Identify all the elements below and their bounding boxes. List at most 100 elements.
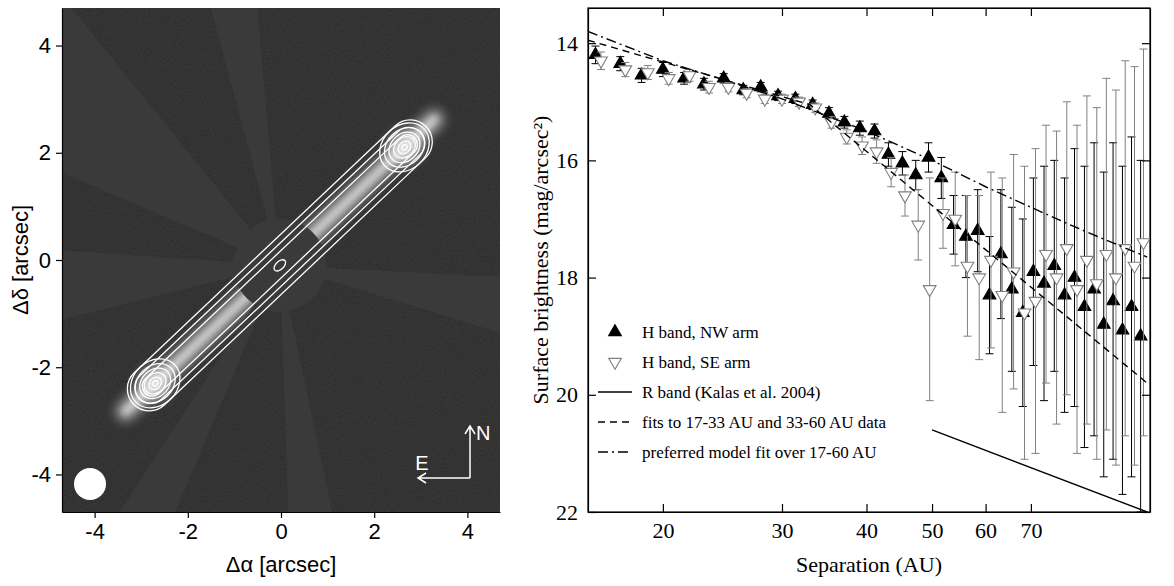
contour bbox=[272, 258, 288, 273]
marker bbox=[923, 286, 936, 297]
tick-label: 0 bbox=[39, 248, 51, 273]
legend-label: H band, NW arm bbox=[642, 323, 759, 342]
tick bbox=[1142, 43, 1150, 44]
marker bbox=[868, 124, 881, 135]
plot-area bbox=[588, 31, 1150, 512]
marker bbox=[722, 83, 735, 94]
tick-mark bbox=[56, 45, 62, 46]
contour-peak bbox=[383, 126, 426, 169]
marker bbox=[703, 83, 716, 94]
marker bbox=[1081, 256, 1094, 267]
compass-label: N bbox=[476, 422, 490, 444]
tick bbox=[986, 8, 987, 16]
tick-label: 50 bbox=[922, 518, 944, 543]
tick-mark bbox=[588, 512, 596, 513]
contour-peak bbox=[151, 379, 159, 387]
tick-mark bbox=[1142, 277, 1150, 278]
tick-mark bbox=[782, 8, 783, 16]
tick bbox=[1142, 512, 1150, 513]
marker bbox=[1137, 239, 1150, 250]
marker bbox=[683, 72, 696, 83]
tick bbox=[1142, 395, 1150, 396]
marker bbox=[754, 80, 767, 91]
legend-entry: H band, NW arm bbox=[609, 323, 759, 342]
marker bbox=[1050, 274, 1063, 285]
tick-mark bbox=[932, 8, 933, 16]
legend-marker bbox=[609, 325, 622, 336]
tick: -4 bbox=[85, 512, 105, 544]
marker bbox=[758, 95, 771, 106]
contour-peak bbox=[140, 368, 170, 398]
legend-label: fits to 17-33 AU and 33-60 AU data bbox=[642, 413, 887, 432]
series bbox=[595, 49, 1150, 465]
tick: 60 bbox=[975, 504, 997, 543]
tick: -4 bbox=[31, 462, 62, 487]
axis: 203040506070 bbox=[589, 504, 1151, 543]
tick: 50 bbox=[922, 504, 944, 543]
axis: -4-2024 bbox=[63, 512, 501, 544]
tick-label: -4 bbox=[85, 519, 105, 544]
tick: 2 bbox=[39, 140, 62, 165]
axis: 1416182022 bbox=[556, 9, 596, 525]
mask-spoke bbox=[62, 265, 280, 512]
legend-label: R band (Kalas et al. 2004) bbox=[642, 383, 820, 402]
tick-mark bbox=[56, 474, 62, 475]
tick-mark bbox=[56, 153, 62, 154]
marker bbox=[1060, 245, 1073, 256]
tick-mark bbox=[56, 260, 62, 261]
contour bbox=[128, 121, 431, 410]
contour-peak bbox=[401, 144, 409, 152]
tick: 40 bbox=[856, 504, 878, 543]
marker bbox=[983, 288, 996, 299]
contour bbox=[138, 131, 421, 401]
marker bbox=[1027, 264, 1040, 275]
tick-mark bbox=[663, 504, 664, 512]
tick bbox=[1142, 160, 1150, 161]
x-axis-title: Δα [arcsec] bbox=[226, 552, 337, 577]
marker bbox=[1100, 250, 1113, 261]
tick-mark bbox=[986, 504, 987, 512]
tick-mark bbox=[1142, 395, 1150, 396]
marker bbox=[657, 62, 670, 73]
tick-label: 40 bbox=[856, 518, 878, 543]
marker bbox=[896, 156, 909, 167]
tick-mark bbox=[188, 512, 189, 518]
tick-label: 70 bbox=[1020, 518, 1042, 543]
image bbox=[62, 8, 500, 512]
marker bbox=[1097, 317, 1110, 328]
marker bbox=[619, 66, 632, 77]
tick-mark bbox=[782, 504, 783, 512]
line bbox=[932, 430, 1147, 512]
line bbox=[588, 40, 1147, 383]
marker bbox=[740, 89, 753, 100]
marker bbox=[899, 192, 912, 203]
tick-mark bbox=[56, 367, 62, 368]
tick: 16 bbox=[556, 148, 596, 173]
mask bbox=[62, 8, 500, 512]
series bbox=[589, 46, 1147, 512]
legend-line bbox=[598, 391, 632, 392]
marker bbox=[1090, 280, 1103, 291]
tick-mark bbox=[1142, 160, 1150, 161]
tick-mark bbox=[663, 8, 664, 16]
axis bbox=[1142, 9, 1151, 513]
tick-label: 18 bbox=[556, 265, 578, 290]
contour-peak bbox=[127, 355, 183, 411]
tick-label: 0 bbox=[275, 519, 287, 544]
axis: -4-2024 bbox=[31, 9, 62, 513]
marker bbox=[1068, 270, 1081, 281]
legend: H band, NW armH band, SE armR band (Kala… bbox=[598, 323, 887, 462]
tick-mark bbox=[1031, 504, 1032, 512]
tick-mark bbox=[95, 512, 96, 518]
tick bbox=[663, 8, 664, 16]
tick bbox=[932, 8, 933, 16]
tick: 18 bbox=[556, 265, 596, 290]
tick-label: -2 bbox=[179, 519, 199, 544]
tick: 20 bbox=[556, 382, 596, 407]
tick: 0 bbox=[39, 248, 62, 273]
marker bbox=[1029, 297, 1042, 308]
tick-mark bbox=[932, 504, 933, 512]
tick-label: 4 bbox=[462, 519, 474, 544]
axis-line bbox=[589, 512, 1151, 513]
y-axis-title: Surface brightness (mag/arcsec²) bbox=[528, 116, 553, 405]
